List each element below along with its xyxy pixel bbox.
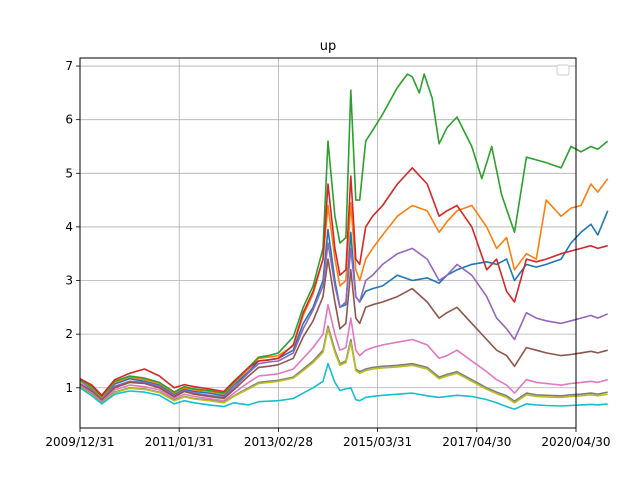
series-line-6 <box>79 258 608 401</box>
series-line-8 <box>79 325 608 404</box>
series-line-7 <box>79 303 608 403</box>
y-tick-label: 5 <box>65 166 73 180</box>
y-tick-label: 6 <box>65 113 73 127</box>
series-line-1 <box>79 210 609 400</box>
y-tick-label: 7 <box>65 59 73 73</box>
series-line-3 <box>79 73 609 398</box>
y-tick-label: 3 <box>65 274 73 288</box>
x-tick-label: 2017/04/30 <box>442 435 511 449</box>
y-tick-label: 4 <box>65 220 73 234</box>
x-tick-label: 2011/01/31 <box>145 435 214 449</box>
x-tick-label: 2020/04/30 <box>541 435 610 449</box>
series-line-9 <box>79 328 608 405</box>
x-tick-label: 2009/12/31 <box>45 435 114 449</box>
series-line-2 <box>79 178 609 399</box>
x-tick-label: 2013/02/28 <box>244 435 313 449</box>
axes: 2009/12/31 2011/01/31 2013/02/28 2015/03/31… <box>45 57 611 449</box>
plot-frame <box>79 57 577 429</box>
series-line-10 <box>79 362 608 410</box>
legend-box <box>556 64 570 76</box>
x-tick-label: 2015/03/31 <box>343 435 412 449</box>
y-tick-label: 2 <box>65 327 73 341</box>
series-line-4 <box>79 167 608 397</box>
series-line-5 <box>79 242 609 401</box>
y-tick-label: 1 <box>65 381 73 395</box>
series-lines <box>79 73 609 410</box>
chart-title: up <box>320 39 337 54</box>
